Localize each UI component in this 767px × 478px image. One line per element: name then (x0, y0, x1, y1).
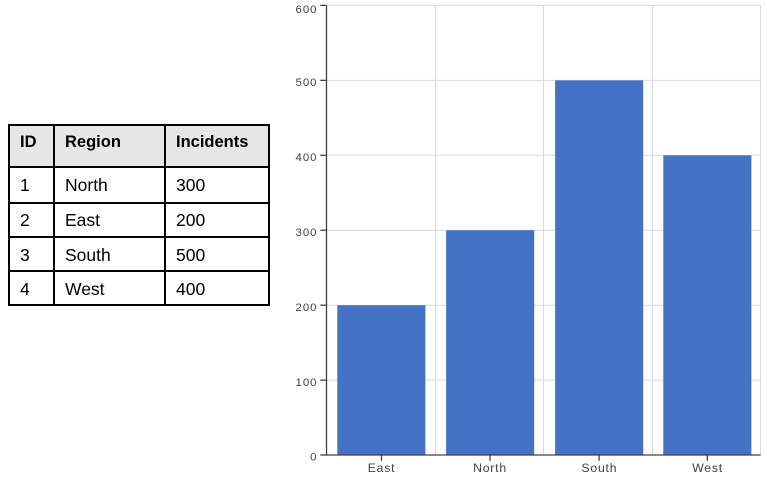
svg-text:400: 400 (295, 152, 317, 164)
svg-text:0: 0 (310, 452, 317, 464)
svg-text:North: North (473, 461, 507, 475)
svg-text:600: 600 (295, 4, 317, 16)
svg-text:200: 200 (295, 302, 317, 314)
svg-text:100: 100 (295, 377, 317, 389)
svg-text:South: South (581, 461, 617, 475)
svg-text:West: West (692, 461, 723, 475)
svg-text:East: East (368, 461, 396, 475)
svg-text:300: 300 (295, 227, 317, 239)
svg-text:500: 500 (295, 77, 317, 89)
